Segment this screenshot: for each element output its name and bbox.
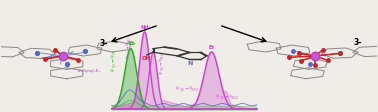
Text: $^4F_{3/2}{\to}^4I_{11/2}$: $^4F_{3/2}{\to}^4I_{11/2}$ (157, 52, 167, 75)
Text: 3-: 3- (99, 39, 108, 48)
Text: $^4F_{3/2}{\to}^4I_{9/2}$: $^4F_{3/2}{\to}^4I_{9/2}$ (124, 36, 134, 59)
Text: Nd: Nd (140, 25, 149, 30)
Text: $^2F_{5/2}{\to}^2F_{7/2}$: $^2F_{5/2}{\to}^2F_{7/2}$ (109, 49, 119, 72)
Text: N: N (187, 61, 192, 66)
Text: OH: OH (141, 56, 151, 61)
Text: $^4F_{3/2}{\to}^4I_{13/2}$: $^4F_{3/2}{\to}^4I_{13/2}$ (175, 84, 199, 94)
Text: Er: Er (208, 45, 215, 50)
Text: Ln(hpiq)₃K₃: Ln(hpiq)₃K₃ (77, 69, 101, 73)
Text: 3-: 3- (353, 38, 362, 47)
Text: Yb: Yb (127, 41, 135, 46)
Text: $^4F_{3/2}{\to}^4I_{15/2}$: $^4F_{3/2}{\to}^4I_{15/2}$ (215, 93, 239, 102)
